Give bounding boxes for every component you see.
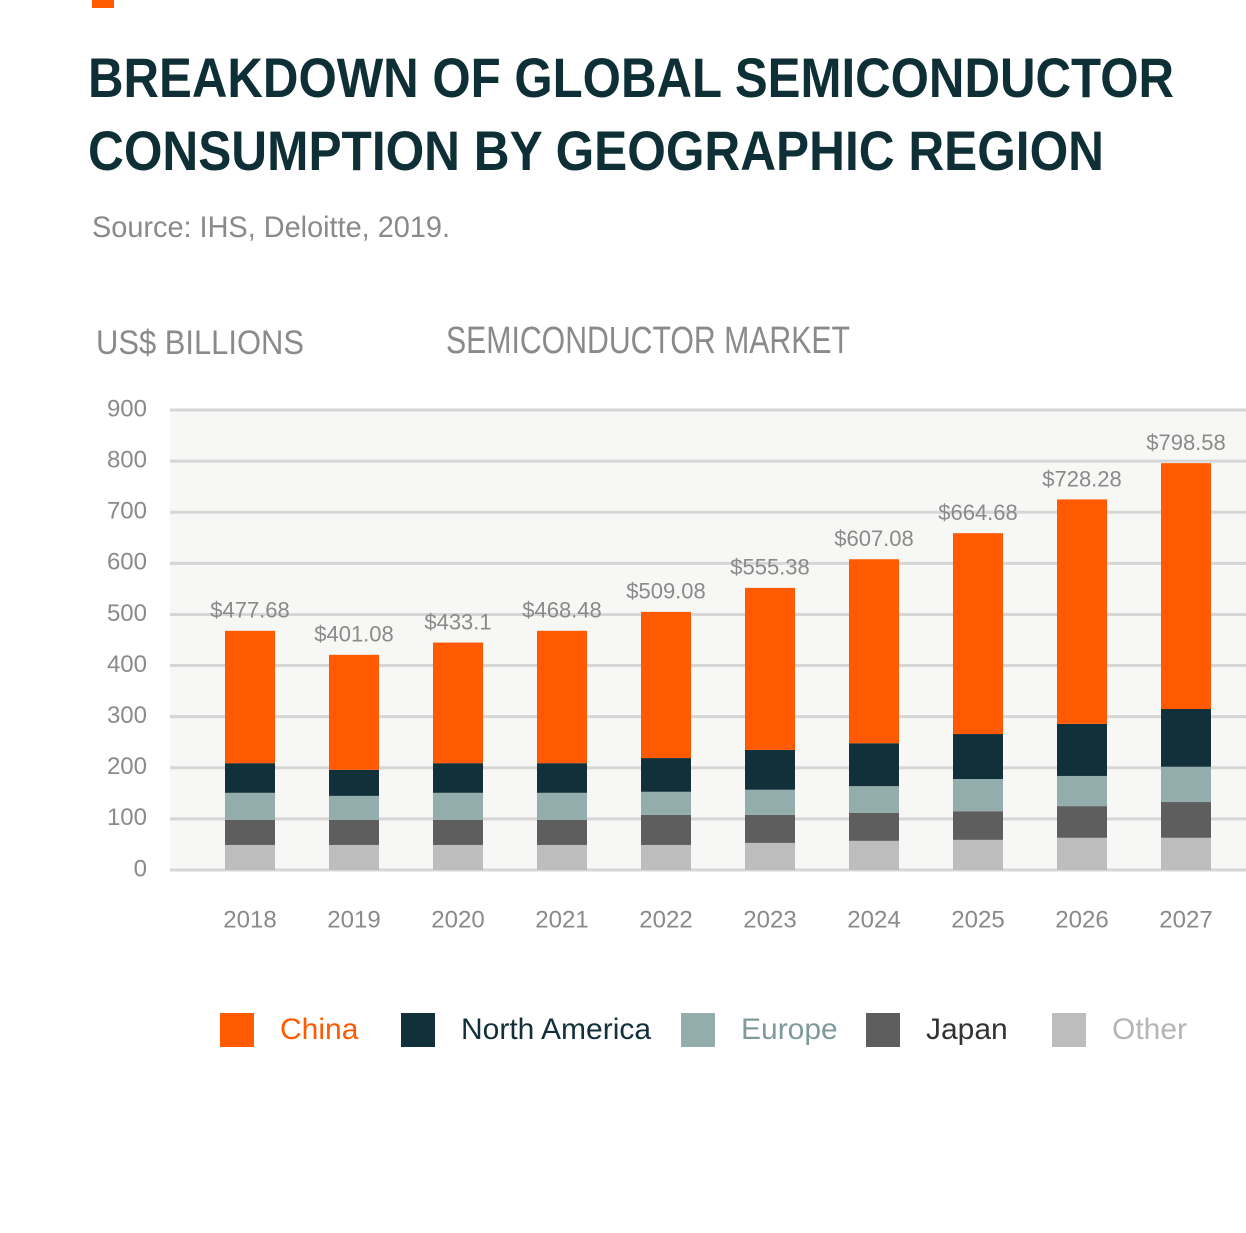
bar-segment bbox=[641, 758, 691, 792]
y-tick-label: 100 bbox=[107, 804, 147, 831]
bar-segment bbox=[745, 789, 795, 815]
bar-segment bbox=[433, 763, 483, 793]
bar-segment bbox=[537, 819, 587, 845]
bar-segment bbox=[433, 819, 483, 845]
bar-segment bbox=[745, 842, 795, 870]
y-tick-label: 500 bbox=[107, 600, 147, 627]
x-tick-label: 2021 bbox=[535, 906, 588, 933]
y-tick-label: 900 bbox=[107, 395, 147, 422]
bar-segment bbox=[849, 559, 899, 744]
bar-segment bbox=[849, 743, 899, 787]
bar-segment bbox=[849, 812, 899, 841]
bar-segment bbox=[537, 763, 587, 793]
bar-segment bbox=[1057, 499, 1107, 724]
bar-segment bbox=[953, 734, 1003, 780]
legend-label: Europe bbox=[741, 1013, 838, 1046]
y-axis-label: US$ BILLIONS bbox=[96, 324, 304, 362]
legend-swatch bbox=[1052, 1013, 1086, 1047]
y-tick-label: 300 bbox=[107, 702, 147, 729]
bar-segment bbox=[433, 792, 483, 820]
x-tick-label: 2020 bbox=[431, 906, 484, 933]
bar-segment bbox=[641, 844, 691, 870]
y-tick-label: 700 bbox=[107, 498, 147, 525]
bar-segment bbox=[641, 791, 691, 815]
legend-label: North America bbox=[461, 1013, 651, 1046]
bar-segment bbox=[537, 792, 587, 820]
bar-segment bbox=[329, 654, 379, 770]
bar-segment bbox=[433, 642, 483, 764]
bar-segment bbox=[537, 630, 587, 764]
bar-segment bbox=[745, 587, 795, 750]
total-label: $401.08 bbox=[314, 622, 394, 647]
legend-swatch bbox=[220, 1013, 254, 1047]
bar-segment bbox=[225, 792, 275, 820]
total-label: $798.58 bbox=[1146, 430, 1226, 455]
y-tick-label: 800 bbox=[107, 446, 147, 473]
bar-segment bbox=[433, 844, 483, 870]
x-tick-label: 2018 bbox=[223, 906, 276, 933]
bar-segment bbox=[641, 814, 691, 845]
bar-segment bbox=[953, 779, 1003, 812]
bar-segment bbox=[849, 786, 899, 813]
y-tick-label: 200 bbox=[107, 753, 147, 780]
bar-segment bbox=[225, 630, 275, 764]
bar-segment bbox=[329, 769, 379, 796]
bar-segment bbox=[1057, 806, 1107, 838]
bar-segment bbox=[953, 533, 1003, 735]
accent-square bbox=[92, 0, 114, 8]
x-tick-label: 2025 bbox=[951, 906, 1004, 933]
y-tick-label: 0 bbox=[134, 855, 147, 882]
bar-segment bbox=[641, 611, 691, 759]
legend-label: Japan bbox=[926, 1013, 1008, 1046]
x-tick-label: 2024 bbox=[847, 906, 900, 933]
bar-segment bbox=[225, 763, 275, 793]
title-line: CONSUMPTION BY GEOGRAPHIC REGION bbox=[88, 119, 1104, 182]
x-tick-label: 2023 bbox=[743, 906, 796, 933]
bar-segment bbox=[953, 811, 1003, 840]
bar-segment bbox=[1057, 775, 1107, 807]
bar-segment bbox=[329, 819, 379, 845]
title-line: BREAKDOWN OF GLOBAL SEMICONDUCTOR bbox=[88, 46, 1174, 109]
total-label: $664.68 bbox=[938, 500, 1018, 525]
total-label: $468.48 bbox=[522, 598, 602, 623]
total-label: $555.38 bbox=[730, 555, 810, 580]
x-tick-label: 2027 bbox=[1159, 906, 1212, 933]
y-tick-label: 400 bbox=[107, 651, 147, 678]
bar-segment bbox=[1057, 837, 1107, 870]
y-tick-label: 600 bbox=[107, 549, 147, 576]
legend-swatch bbox=[866, 1013, 900, 1047]
bar-segment bbox=[849, 840, 899, 870]
legend-swatch bbox=[401, 1013, 435, 1047]
bar-segment bbox=[1161, 837, 1211, 870]
legend-label: Other bbox=[1112, 1013, 1187, 1046]
total-label: $433.1 bbox=[424, 609, 491, 634]
bar-segment bbox=[537, 844, 587, 870]
total-label: $728.28 bbox=[1042, 466, 1122, 491]
x-tick-label: 2026 bbox=[1055, 906, 1108, 933]
bar-segment bbox=[745, 749, 795, 790]
bar-segment bbox=[745, 814, 795, 843]
x-tick-label: 2022 bbox=[639, 906, 692, 933]
total-label: $607.08 bbox=[834, 526, 914, 551]
x-tick-label: 2019 bbox=[327, 906, 380, 933]
legend-label: China bbox=[280, 1013, 359, 1046]
bar-segment bbox=[225, 844, 275, 870]
legend-swatch bbox=[681, 1013, 715, 1047]
bar-segment bbox=[329, 795, 379, 820]
bar-segment bbox=[329, 844, 379, 870]
subtitle: Source: IHS, Deloitte, 2019. bbox=[92, 211, 450, 244]
bar-segment bbox=[1161, 463, 1211, 709]
bar-segment bbox=[1161, 802, 1211, 838]
chart-title: SEMICONDUCTOR MARKET bbox=[446, 320, 850, 362]
bar-segment bbox=[1057, 723, 1107, 776]
bar-segment bbox=[1161, 709, 1211, 767]
total-label: $477.68 bbox=[210, 598, 290, 623]
total-label: $509.08 bbox=[626, 579, 706, 604]
bar-segment bbox=[1161, 766, 1211, 803]
bar-segment bbox=[225, 819, 275, 845]
bar-segment bbox=[953, 839, 1003, 870]
